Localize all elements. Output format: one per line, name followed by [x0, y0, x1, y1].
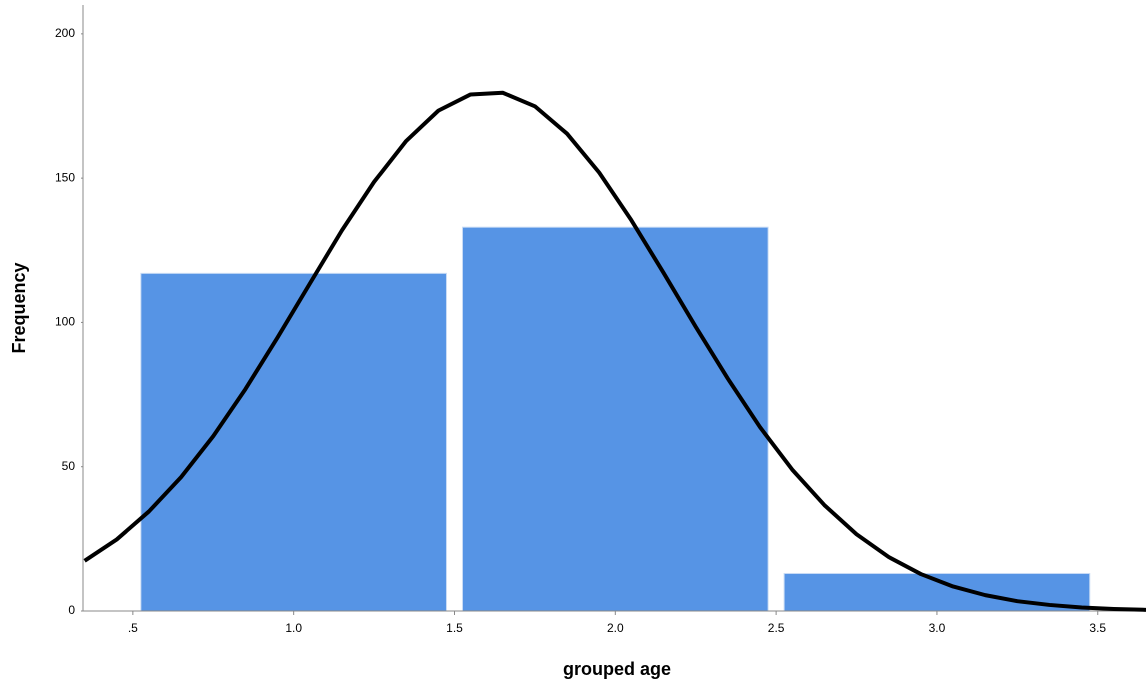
y-axis-title: Frequency — [9, 262, 29, 353]
x-axis-title: grouped age — [563, 659, 671, 679]
x-tick-label: 1.0 — [285, 621, 302, 635]
x-tick-label: 3.0 — [929, 621, 946, 635]
x-tick-label: 2.5 — [768, 621, 785, 635]
x-tick-label: 2.0 — [607, 621, 624, 635]
x-tick-label: .5 — [128, 621, 138, 635]
y-tick-label: 0 — [68, 603, 75, 617]
bar — [140, 272, 447, 612]
x-tick-label: 3.5 — [1089, 621, 1106, 635]
y-tick-label: 200 — [55, 26, 75, 40]
normal-curve — [83, 90, 1146, 612]
x-tick-label: 1.5 — [446, 621, 463, 635]
y-tick-label: 150 — [55, 170, 75, 184]
y-tick-label: 100 — [55, 315, 75, 329]
y-tick-label: 50 — [62, 459, 76, 473]
bar — [461, 226, 769, 612]
